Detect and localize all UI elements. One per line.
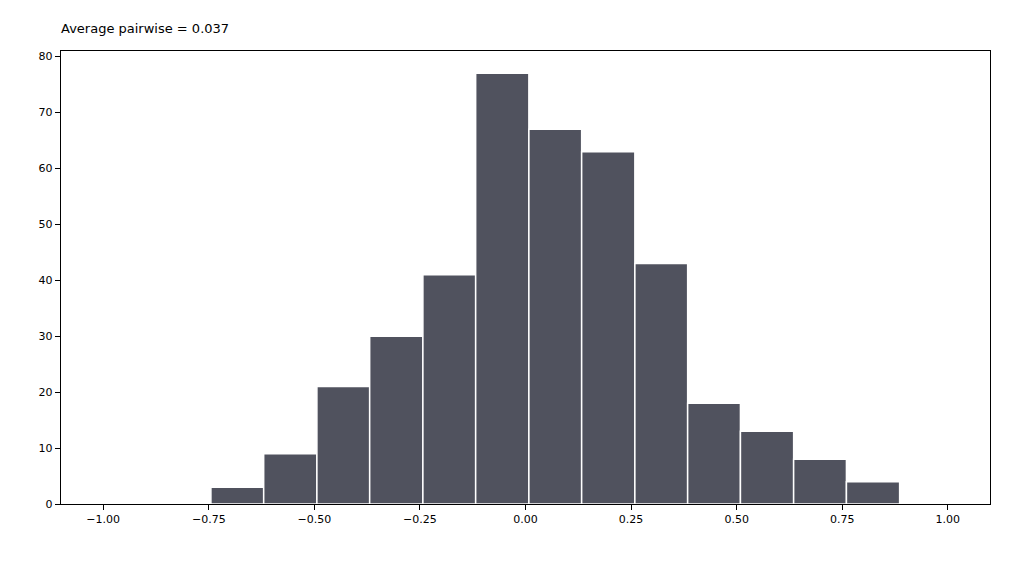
svg-text:−1.00: −1.00 [86, 513, 120, 526]
svg-text:0: 0 [46, 498, 53, 511]
svg-text:70: 70 [39, 106, 53, 119]
svg-text:0.00: 0.00 [513, 513, 538, 526]
svg-text:10: 10 [39, 442, 53, 455]
svg-text:0.50: 0.50 [724, 513, 749, 526]
svg-text:80: 80 [39, 50, 53, 63]
svg-text:20: 20 [39, 386, 53, 399]
svg-text:1.00: 1.00 [936, 513, 961, 526]
svg-text:40: 40 [39, 274, 53, 287]
svg-text:30: 30 [39, 330, 53, 343]
svg-text:−0.75: −0.75 [192, 513, 226, 526]
svg-text:−0.25: −0.25 [403, 513, 437, 526]
svg-text:60: 60 [39, 162, 53, 175]
svg-text:0.75: 0.75 [830, 513, 855, 526]
svg-text:Average pairwise = 0.037: Average pairwise = 0.037 [61, 21, 229, 36]
svg-text:0.25: 0.25 [619, 513, 644, 526]
svg-text:−0.50: −0.50 [298, 513, 332, 526]
svg-text:50: 50 [39, 218, 53, 231]
